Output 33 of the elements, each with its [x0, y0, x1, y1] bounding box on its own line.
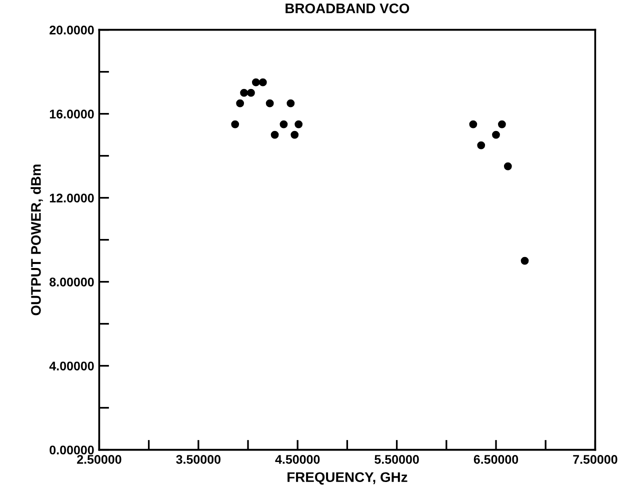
x-tick-label: 7.50000: [573, 454, 618, 464]
point: [477, 141, 486, 150]
y-tick-label: 4.00000: [49, 362, 94, 370]
y-tick-label: 20.0000: [50, 26, 94, 34]
chart-title: BROADBAND VCO: [286, 3, 410, 14]
y-axis-title: OUTPUT POWER, dBm: [30, 164, 43, 316]
x-tick-label: 4.50000: [275, 454, 320, 464]
point: [252, 78, 260, 86]
x-tick-label: 3.50000: [176, 454, 220, 464]
point: [247, 88, 255, 97]
point: [290, 130, 299, 139]
y-tick-label: 16.0000: [50, 110, 94, 118]
point: [270, 130, 279, 139]
point: [294, 120, 303, 128]
y-tick-label: 8.00000: [50, 278, 94, 286]
point: [498, 120, 506, 128]
y-tick-label: 0.00000: [50, 446, 94, 454]
point: [520, 256, 529, 265]
point: [236, 99, 244, 108]
point: [266, 99, 274, 108]
x-tick-label: 6.50000: [474, 454, 518, 464]
point: [280, 120, 288, 128]
point: [492, 130, 500, 139]
point: [286, 99, 295, 108]
point: [469, 120, 478, 128]
point: [240, 88, 248, 97]
y-tick-label: 12.0000: [50, 194, 94, 202]
x-tick-label: 5.50000: [374, 454, 419, 464]
point: [231, 120, 240, 128]
point: [504, 162, 512, 170]
x-tick-label: 2.50000: [77, 454, 122, 464]
point: [258, 78, 267, 86]
x-axis-title: FREQUENCY, GHz: [288, 472, 408, 485]
